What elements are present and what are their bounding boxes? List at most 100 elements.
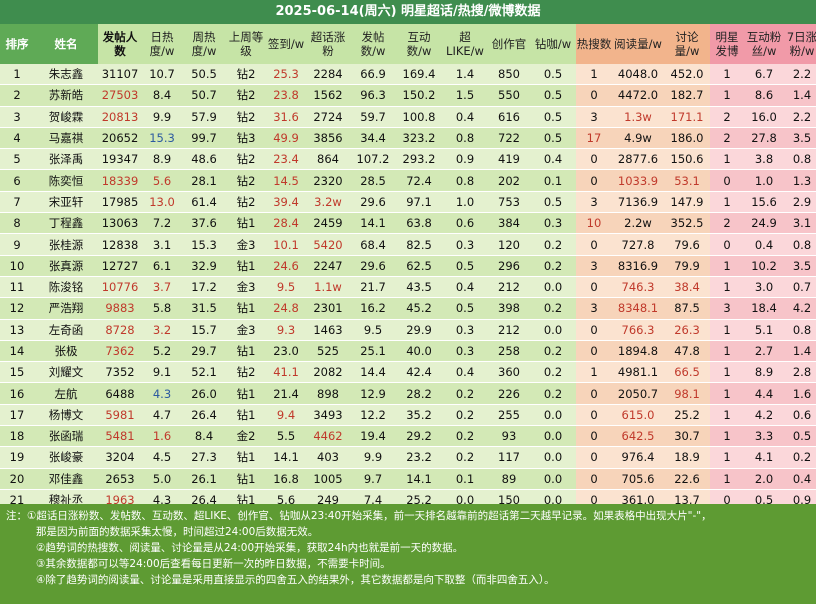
table-cell: 525 bbox=[306, 340, 350, 363]
table-cell: 24.9 bbox=[744, 212, 784, 235]
table-cell: 0.2 bbox=[530, 382, 576, 405]
table-cell: 16.0 bbox=[744, 106, 784, 128]
note-1: 注：①超话日涨粉数、发帖数、互动数、超LIKE、创作官、钻咖从23:40开始采集… bbox=[6, 510, 712, 522]
table-cell: 9.4 bbox=[266, 404, 306, 427]
table-cell: 27503 bbox=[98, 84, 142, 107]
table-cell: 5481 bbox=[98, 425, 142, 448]
table-cell: 张峻豪 bbox=[34, 446, 98, 469]
table-cell: 8.9 bbox=[142, 148, 182, 171]
table-cell: 2320 bbox=[306, 169, 350, 192]
table-cell: 202 bbox=[488, 169, 530, 192]
table-cell: 2301 bbox=[306, 297, 350, 320]
table-cell: 15 bbox=[0, 361, 34, 384]
table-cell: 3.3 bbox=[744, 425, 784, 448]
table-cell: 1.0 bbox=[442, 191, 488, 214]
table-cell: 1.0 bbox=[744, 169, 784, 192]
sheet-title: 2025-06-14(周六) 明星超话/热搜/微博数据 bbox=[0, 0, 816, 24]
table-row: 14 张极 7362 5.2 29.7 钻1 23.0 525 25.1 40.0 0.3 258 0.… bbox=[0, 340, 816, 363]
table-cell: 12.9 bbox=[350, 382, 396, 405]
table-row: 4 马嘉祺 20652 15.3 99.7 钻3 49.9 3856 34.4 323.2 0.8 7… bbox=[0, 127, 816, 150]
table-cell: 66.5 bbox=[664, 361, 710, 384]
table-cell: 19347 bbox=[98, 148, 142, 171]
table-cell: 14 bbox=[0, 340, 34, 363]
table-cell: 14.5 bbox=[266, 169, 306, 192]
table-cell: 1.4 bbox=[784, 84, 816, 107]
table-cell: 16 bbox=[0, 382, 34, 405]
table-cell: 15.6 bbox=[744, 191, 784, 214]
table-cell: 金3 bbox=[226, 233, 266, 256]
table-cell: 0.0 bbox=[530, 276, 576, 299]
table-cell: 3 bbox=[710, 297, 744, 320]
table-cell: 17 bbox=[0, 404, 34, 427]
table-cell: 59.7 bbox=[350, 106, 396, 128]
table-cell: 3.2w bbox=[306, 191, 350, 214]
table-cell: 0 bbox=[576, 148, 612, 171]
table-cell: 28.5 bbox=[350, 169, 396, 192]
table-cell: 10 bbox=[0, 255, 34, 277]
table-cell: 57.9 bbox=[182, 106, 226, 128]
table-cell: 4.3 bbox=[142, 382, 182, 405]
table-cell: 0.7 bbox=[784, 276, 816, 299]
table-cell: 0.4 bbox=[784, 468, 816, 490]
table-cell: 52.1 bbox=[182, 361, 226, 384]
table-cell: 马嘉祺 bbox=[34, 127, 98, 150]
table-cell: 53.1 bbox=[664, 169, 710, 192]
table-cell: 8728 bbox=[98, 319, 142, 341]
table-cell: 29.6 bbox=[350, 191, 396, 214]
table-cell: 66.9 bbox=[350, 64, 396, 86]
table-cell: 107.2 bbox=[350, 148, 396, 171]
table-cell: 0.4 bbox=[442, 276, 488, 299]
table-cell: 0 bbox=[576, 233, 612, 256]
table-cell: 0.4 bbox=[442, 361, 488, 384]
column-header: 创作官 bbox=[488, 24, 530, 64]
table-row: 17 杨博文 5981 4.7 26.4 钻1 9.4 3493 12.2 35.2 0.2 255 0… bbox=[0, 404, 816, 427]
table-cell: 29.7 bbox=[182, 340, 226, 363]
table-cell: 82.5 bbox=[396, 233, 442, 256]
table-cell: 0.5 bbox=[784, 425, 816, 448]
table-cell: 5420 bbox=[306, 233, 350, 256]
table-cell: 171.1 bbox=[664, 106, 710, 128]
table-cell: 23.2 bbox=[396, 446, 442, 469]
table-cell: 0.9 bbox=[442, 148, 488, 171]
table-cell: 4.2 bbox=[744, 404, 784, 427]
table-cell: 169.4 bbox=[396, 64, 442, 86]
table-cell: 4.1 bbox=[744, 446, 784, 469]
table-cell: 0 bbox=[710, 169, 744, 192]
table-cell: 17.2 bbox=[182, 276, 226, 299]
table-cell: 0.5 bbox=[442, 297, 488, 320]
table-cell: 0.5 bbox=[530, 64, 576, 86]
table-cell: 37.6 bbox=[182, 212, 226, 235]
table-cell: 2 bbox=[0, 84, 34, 107]
table-cell: 2.7 bbox=[744, 340, 784, 363]
table-cell: 850 bbox=[488, 64, 530, 86]
table-cell: 0 bbox=[576, 468, 612, 490]
column-header: 讨论量/w bbox=[664, 24, 710, 64]
column-header: 热搜数 bbox=[576, 24, 612, 64]
table-cell: 0.2 bbox=[784, 446, 816, 469]
table-cell: 9883 bbox=[98, 297, 142, 320]
table-cell: 2050.7 bbox=[612, 382, 664, 405]
table-cell: 0 bbox=[576, 382, 612, 405]
column-header: 7日涨粉/w bbox=[784, 24, 816, 64]
table-row: 7 宋亚轩 17985 13.0 61.4 钻2 39.4 3.2w 29.6 97.1 1.0 75… bbox=[0, 191, 816, 214]
table-cell: 0.0 bbox=[530, 425, 576, 448]
table-cell: 48.6 bbox=[182, 148, 226, 171]
table-cell: 419 bbox=[488, 148, 530, 171]
table-cell: 23.4 bbox=[266, 148, 306, 171]
table-cell: 11 bbox=[0, 276, 34, 299]
table-cell: 864 bbox=[306, 148, 350, 171]
table-row: 19 张峻豪 3204 4.5 27.3 钻1 14.1 403 9.9 23.2 0.2 117 0.… bbox=[0, 446, 816, 469]
table-cell: 47.8 bbox=[664, 340, 710, 363]
table-cell: 8316.9 bbox=[612, 255, 664, 277]
column-header: 互动数/w bbox=[396, 24, 442, 64]
table-cell: 2284 bbox=[306, 64, 350, 86]
table-cell: 0.2 bbox=[530, 297, 576, 320]
table-cell: 1.6 bbox=[142, 425, 182, 448]
table-cell: 25.3 bbox=[266, 64, 306, 86]
table-cell: 1 bbox=[710, 148, 744, 171]
table-cell: 15.7 bbox=[182, 319, 226, 341]
table-cell: 550 bbox=[488, 84, 530, 107]
table-cell: 258 bbox=[488, 340, 530, 363]
table-cell: 9.1 bbox=[142, 361, 182, 384]
